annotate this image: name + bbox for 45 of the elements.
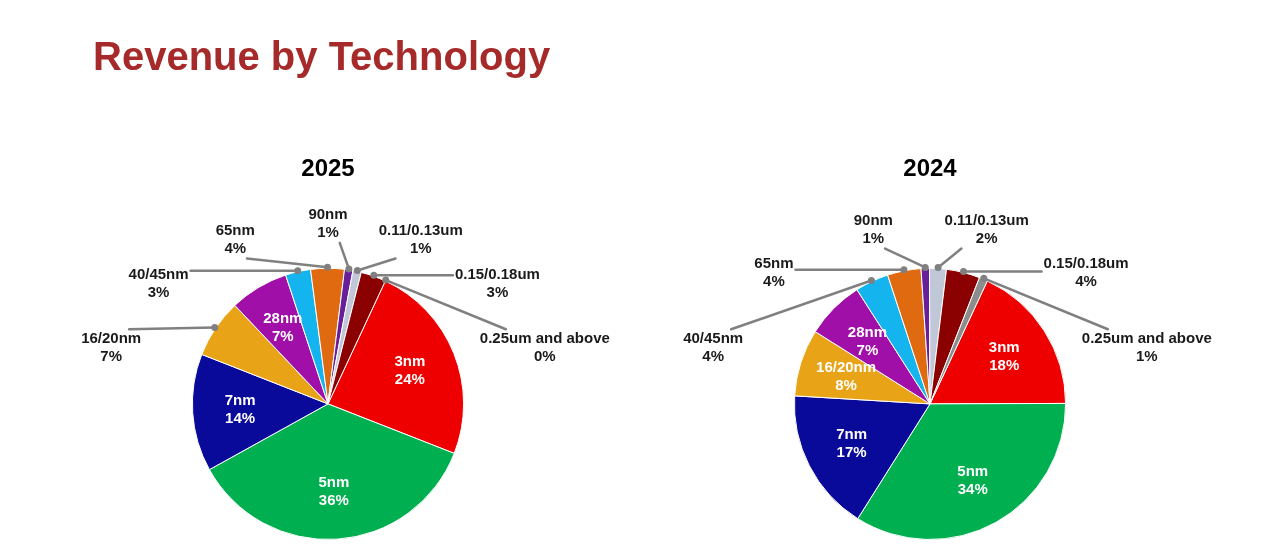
slice-label: 5nm (957, 462, 989, 480)
slice-label: 0.15/0.18um (1043, 253, 1129, 271)
data-label: 18% (989, 355, 1020, 373)
slice-label: 0.25um and above (1081, 329, 1212, 347)
slice-label: 0.15/0.18um (454, 264, 540, 282)
slice-label: 5nm (318, 472, 350, 490)
data-label: 17% (836, 443, 867, 461)
data-label: 8% (835, 376, 857, 394)
category-label: 0.25um and above (479, 329, 610, 347)
data-label: 1% (862, 228, 885, 246)
data-label: 24% (394, 370, 425, 388)
data-label: 4% (763, 271, 785, 289)
data-label: 1% (409, 238, 432, 256)
slice-label: 90nm (308, 205, 348, 223)
slice-label: 0.11/0.13um (378, 220, 463, 238)
data-label: 4% (702, 347, 724, 365)
slice-label: 3nm (988, 337, 1020, 355)
slice-label: 0.11/0.13um (944, 210, 1029, 228)
chart-title: Revenue by Technology (93, 34, 551, 79)
slice-label: 7nm (224, 390, 256, 408)
data-label: 34% (957, 480, 988, 498)
slice-label: 65nm (754, 253, 794, 271)
data-label: 14% (225, 408, 256, 426)
slice-label: 40/45nm (683, 329, 744, 347)
data-label: 3% (147, 282, 170, 300)
data-label: 36% (318, 490, 349, 508)
data-label: 4% (224, 238, 247, 256)
data-label: 7% (272, 327, 294, 345)
slice-label: 90nm (853, 210, 893, 228)
data-label: 3% (486, 282, 509, 300)
chart-subtitle: 2025 (301, 154, 355, 182)
data-label: 4% (1075, 271, 1097, 289)
slice-label: 16/20nm (816, 358, 877, 376)
data-label: 7% (856, 340, 879, 358)
data-label: 2% (975, 228, 998, 246)
slice-label: 3nm (394, 352, 426, 370)
slice-label: 7nm (836, 425, 868, 443)
slice-label: 40/45nm (128, 264, 189, 282)
data-label: 7% (100, 347, 122, 365)
data-label: 1% (1136, 347, 1158, 365)
data-label: 1% (317, 223, 339, 241)
chart-subtitle: 2024 (903, 154, 958, 182)
text: 0% (534, 347, 556, 365)
slice-label: 16/20nm (81, 329, 142, 347)
slice-label: 65nm (215, 220, 255, 238)
